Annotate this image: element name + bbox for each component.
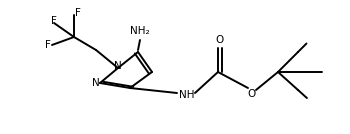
Text: NH: NH	[179, 90, 195, 100]
Text: NH₂: NH₂	[130, 26, 150, 36]
Text: O: O	[248, 89, 256, 99]
Text: F: F	[51, 16, 57, 26]
Text: F: F	[45, 40, 51, 50]
Text: F: F	[75, 8, 81, 18]
Text: O: O	[216, 35, 224, 45]
Text: N: N	[114, 61, 122, 71]
Text: N: N	[92, 78, 100, 88]
